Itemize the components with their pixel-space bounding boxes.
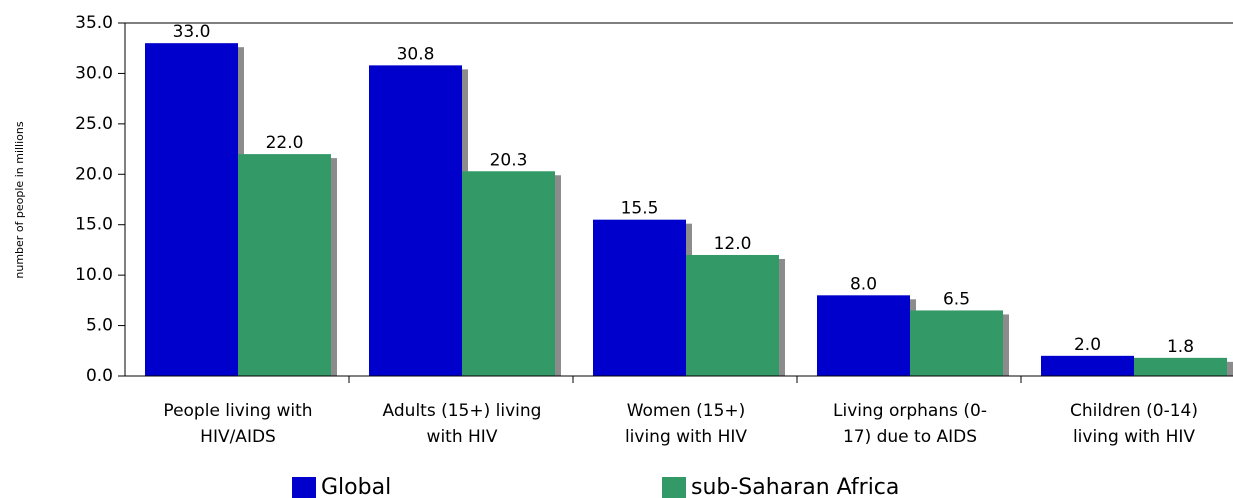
bar [462, 171, 555, 376]
data-label: 12.0 [714, 234, 752, 254]
bar [1041, 355, 1134, 376]
bar [1134, 357, 1227, 376]
y-tick-label: 20.0 [75, 164, 113, 184]
legend-swatch [662, 477, 686, 498]
data-label: 8.0 [850, 274, 877, 294]
x-tick-label: HIV/AIDS [200, 427, 276, 447]
y-tick-label: 30.0 [75, 63, 113, 83]
y-tick-label: 10.0 [75, 265, 113, 285]
y-tick-label: 25.0 [75, 114, 113, 134]
data-label: 33.0 [173, 22, 211, 42]
x-tick-label: Women (15+) [627, 401, 746, 421]
data-label: 1.8 [1167, 337, 1194, 357]
data-label: 20.3 [490, 150, 528, 170]
x-tick-label: Children (0-14) [1070, 401, 1198, 421]
data-label: 2.0 [1074, 335, 1101, 355]
bar [817, 295, 910, 376]
bar [593, 219, 686, 376]
bar [145, 43, 238, 377]
y-tick-label: 0.0 [86, 366, 113, 386]
y-tick-label: 35.0 [75, 13, 113, 33]
x-tick-label: Living orphans (0- [833, 401, 987, 421]
bar [910, 310, 1003, 376]
x-tick-label: living with HIV [625, 427, 747, 447]
legend-label: Global [321, 475, 391, 498]
x-tick-label: 17) due to AIDS [843, 427, 977, 447]
x-tick-label: with HIV [427, 427, 498, 447]
data-label: 15.5 [621, 199, 659, 219]
data-label: 6.5 [943, 289, 970, 309]
x-tick-label: living with HIV [1073, 427, 1195, 447]
y-axis-label: number of people in millions [13, 121, 26, 278]
y-tick-label: 5.0 [86, 316, 113, 336]
y-tick-label: 15.0 [75, 215, 113, 235]
x-tick-label: Adults (15+) living [383, 401, 542, 421]
legend-label: sub-Saharan Africa [691, 475, 899, 498]
bar [369, 65, 462, 377]
bar [686, 254, 779, 376]
bar [238, 154, 331, 376]
x-tick-label: People living with [163, 401, 312, 421]
data-label: 30.8 [397, 44, 435, 64]
legend-swatch [292, 477, 316, 498]
data-label: 22.0 [266, 133, 304, 153]
